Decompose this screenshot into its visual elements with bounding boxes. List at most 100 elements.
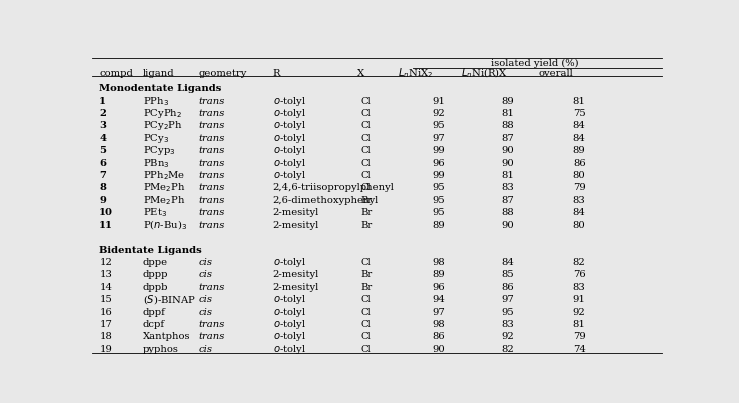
Text: 2-mesityl: 2-mesityl <box>273 208 319 217</box>
Text: P($n$-Bu)$_3$: P($n$-Bu)$_3$ <box>143 218 187 232</box>
Text: trans: trans <box>198 221 225 230</box>
Text: $o$-tolyl: $o$-tolyl <box>273 305 306 319</box>
Text: 98: 98 <box>432 258 446 267</box>
Text: 95: 95 <box>501 307 514 317</box>
Text: cis: cis <box>198 270 212 279</box>
Text: $L_n$NiX$_2$: $L_n$NiX$_2$ <box>398 66 434 80</box>
Text: Br: Br <box>360 208 372 217</box>
Text: 99: 99 <box>432 171 446 180</box>
Text: 81: 81 <box>573 320 585 329</box>
Text: 80: 80 <box>573 221 585 230</box>
Text: dppf: dppf <box>143 307 166 317</box>
Text: 90: 90 <box>501 146 514 155</box>
Text: Monodentate Ligands: Monodentate Ligands <box>99 84 222 93</box>
Text: 2,4,6-triisopropylphenyl: 2,4,6-triisopropylphenyl <box>273 183 395 193</box>
Text: $o$-tolyl: $o$-tolyl <box>273 318 306 331</box>
Text: 82: 82 <box>573 258 585 267</box>
Text: 83: 83 <box>501 320 514 329</box>
Text: PCy$_3$: PCy$_3$ <box>143 132 168 145</box>
Text: 79: 79 <box>573 183 585 193</box>
Text: 81: 81 <box>501 109 514 118</box>
Text: 74: 74 <box>573 345 585 354</box>
Text: 79: 79 <box>573 332 585 341</box>
Text: 88: 88 <box>501 121 514 131</box>
Text: PEt$_3$: PEt$_3$ <box>143 206 167 219</box>
Text: 89: 89 <box>573 146 585 155</box>
Text: PBn$_3$: PBn$_3$ <box>143 157 169 170</box>
Text: 84: 84 <box>501 258 514 267</box>
Text: $o$-tolyl: $o$-tolyl <box>273 95 306 108</box>
Text: Cl: Cl <box>361 159 372 168</box>
Text: 80: 80 <box>573 171 585 180</box>
Text: trans: trans <box>198 332 225 341</box>
Text: 88: 88 <box>501 208 514 217</box>
Text: Cl: Cl <box>361 307 372 317</box>
Text: 76: 76 <box>573 270 585 279</box>
Text: cis: cis <box>198 345 212 354</box>
Text: 87: 87 <box>501 134 514 143</box>
Text: 5: 5 <box>99 146 106 155</box>
Text: $o$-tolyl: $o$-tolyl <box>273 132 306 145</box>
Text: trans: trans <box>198 146 225 155</box>
Text: 2: 2 <box>99 109 106 118</box>
Text: PMe$_2$Ph: PMe$_2$Ph <box>143 182 185 194</box>
Text: trans: trans <box>198 183 225 193</box>
Text: trans: trans <box>198 97 225 106</box>
Text: 90: 90 <box>501 159 514 168</box>
Text: $o$-tolyl: $o$-tolyl <box>273 169 306 182</box>
Text: 94: 94 <box>432 295 446 304</box>
Text: 89: 89 <box>432 270 446 279</box>
Text: 95: 95 <box>432 196 446 205</box>
Text: 83: 83 <box>573 283 585 292</box>
Text: 87: 87 <box>501 196 514 205</box>
Text: $L_n$Ni(R)X: $L_n$Ni(R)X <box>461 66 508 80</box>
Text: Xantphos: Xantphos <box>143 332 190 341</box>
Text: Br: Br <box>360 283 372 292</box>
Text: 84: 84 <box>573 121 585 131</box>
Text: 2-mesityl: 2-mesityl <box>273 221 319 230</box>
Text: X: X <box>357 69 364 78</box>
Text: 1: 1 <box>99 97 106 106</box>
Text: PPh$_2$Me: PPh$_2$Me <box>143 169 185 182</box>
Text: 85: 85 <box>501 270 514 279</box>
Text: 96: 96 <box>432 159 445 168</box>
Text: 89: 89 <box>501 97 514 106</box>
Text: 92: 92 <box>432 109 446 118</box>
Text: trans: trans <box>198 208 225 217</box>
Text: compd: compd <box>99 69 133 78</box>
Text: Cl: Cl <box>361 171 372 180</box>
Text: 6: 6 <box>99 159 106 168</box>
Text: dppp: dppp <box>143 270 168 279</box>
Text: $o$-tolyl: $o$-tolyl <box>273 330 306 343</box>
Text: 99: 99 <box>432 146 446 155</box>
Text: 90: 90 <box>501 221 514 230</box>
Text: Cl: Cl <box>361 332 372 341</box>
Text: Cl: Cl <box>361 109 372 118</box>
Text: 95: 95 <box>432 121 446 131</box>
Text: ($S$)-BINAP: ($S$)-BINAP <box>143 293 196 306</box>
Text: trans: trans <box>198 171 225 180</box>
Text: 17: 17 <box>99 320 112 329</box>
Text: Cl: Cl <box>361 97 372 106</box>
Text: trans: trans <box>198 159 225 168</box>
Text: trans: trans <box>198 320 225 329</box>
Text: $o$-tolyl: $o$-tolyl <box>273 343 306 356</box>
Text: dppe: dppe <box>143 258 168 267</box>
Text: 16: 16 <box>99 307 112 317</box>
Text: 86: 86 <box>501 283 514 292</box>
Text: 75: 75 <box>573 109 585 118</box>
Text: 97: 97 <box>501 295 514 304</box>
Text: trans: trans <box>198 196 225 205</box>
Text: pyphos: pyphos <box>143 345 179 354</box>
Text: 9: 9 <box>99 196 106 205</box>
Text: 97: 97 <box>432 307 446 317</box>
Text: PPh$_3$: PPh$_3$ <box>143 95 168 108</box>
Text: 83: 83 <box>573 196 585 205</box>
Text: Cl: Cl <box>361 134 372 143</box>
Text: 2-mesityl: 2-mesityl <box>273 283 319 292</box>
Text: 15: 15 <box>99 295 112 304</box>
Text: trans: trans <box>198 109 225 118</box>
Text: 81: 81 <box>501 171 514 180</box>
Text: Cl: Cl <box>361 320 372 329</box>
Text: 84: 84 <box>573 208 585 217</box>
